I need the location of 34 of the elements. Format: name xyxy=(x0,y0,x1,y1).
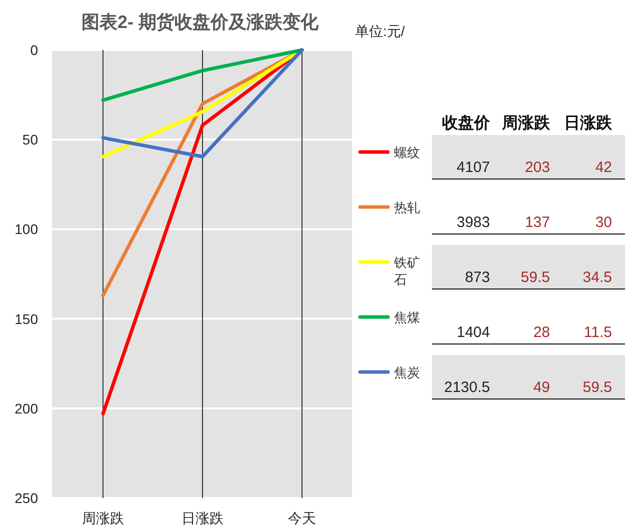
text: 59.5 xyxy=(582,379,612,396)
legend-label: 焦煤 xyxy=(394,310,420,325)
y-tick-label: 250 xyxy=(14,490,38,506)
text: 3983 xyxy=(456,214,490,231)
text: 日涨跌 xyxy=(564,114,613,132)
text: 周涨跌 xyxy=(501,114,551,132)
text: 49 xyxy=(533,379,550,396)
text: 59.5 xyxy=(520,269,550,286)
y-tick-label: 0 xyxy=(30,42,38,58)
text: 单位:元/ xyxy=(355,23,405,39)
legend-label: 热轧 xyxy=(394,200,420,215)
y-tick-label: 50 xyxy=(22,132,38,148)
legend-label: 焦炭 xyxy=(394,365,420,380)
text: 30 xyxy=(595,214,612,231)
x-tick-label: 日涨跌 xyxy=(182,510,224,526)
legend-label: 螺纹 xyxy=(394,145,420,160)
text: 2130.5 xyxy=(444,379,490,396)
text: 873 xyxy=(464,269,490,286)
text: 42 xyxy=(595,159,612,176)
x-tick-label: 今天 xyxy=(288,510,316,526)
y-tick-label: 100 xyxy=(14,221,38,238)
legend-label: 铁矿石 xyxy=(393,255,420,287)
text: 203 xyxy=(524,159,550,176)
text: 28 xyxy=(533,324,550,341)
chart-title: 图表2- 期货收盘价及涨跌变化 xyxy=(81,12,320,32)
text: 137 xyxy=(524,214,550,231)
x-tick-label: 周涨跌 xyxy=(82,510,124,526)
y-tick-label: 200 xyxy=(14,400,38,416)
text: 1404 xyxy=(456,324,490,341)
y-tick-label: 150 xyxy=(14,310,38,327)
text: 收盘价 xyxy=(442,114,491,132)
text: 34.5 xyxy=(582,269,612,286)
text: 11.5 xyxy=(584,324,612,341)
text: 4107 xyxy=(456,159,490,176)
